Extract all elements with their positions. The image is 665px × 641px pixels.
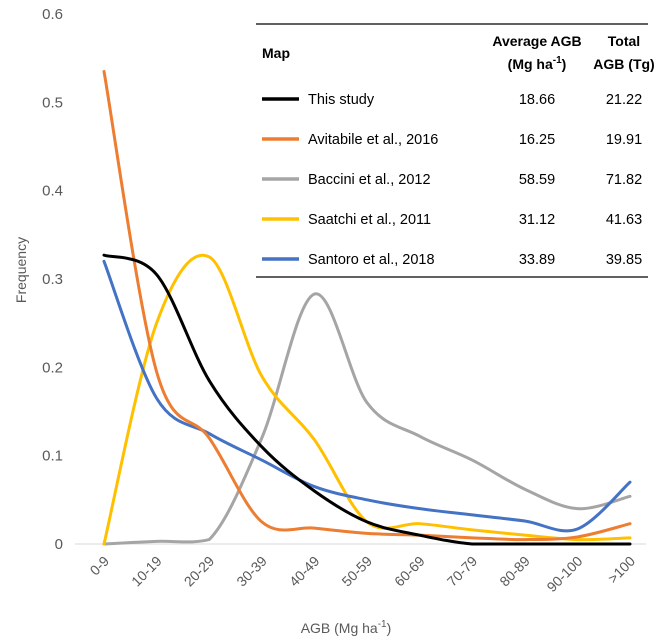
table-row-total: 21.22	[606, 92, 642, 108]
table-row-average: 58.59	[519, 172, 555, 188]
y-tick-label: 0.1	[42, 448, 63, 465]
y-axis-ticks: 0 0.1 0.2 0.3 0.4 0.5 0.6	[42, 6, 63, 553]
table-header-total: Total	[608, 33, 640, 49]
x-tick-label: 50-59	[338, 553, 375, 590]
y-tick-label: 0.3	[42, 271, 63, 288]
y-tick-label: 0.2	[42, 359, 63, 376]
table-header-total-unit: AGB (Tg)	[593, 56, 654, 72]
table-header-average-unit: (Mg ha-1)	[508, 55, 567, 72]
y-axis-title: Frequency	[13, 237, 29, 303]
table-row-total: 19.91	[606, 132, 642, 148]
table-row-label: Saatchi et al., 2011	[308, 212, 431, 228]
table-row-average: 33.89	[519, 252, 555, 268]
x-tick-label: 40-49	[286, 553, 323, 590]
table-row-average: 31.12	[519, 212, 555, 228]
table-header-average: Average AGB	[492, 33, 581, 49]
y-tick-label: 0.4	[42, 183, 63, 200]
table-row-total: 41.63	[606, 212, 642, 228]
x-axis-title: AGB (Mg ha-1)	[301, 619, 392, 636]
y-tick-label: 0.6	[42, 6, 63, 23]
table-row-average: 16.25	[519, 132, 555, 148]
series-lines	[102, 69, 632, 546]
x-tick-label: 10-19	[128, 553, 165, 590]
x-tick-label: 0-9	[86, 553, 112, 579]
x-tick-label: >100	[605, 553, 639, 587]
series-line-1	[102, 69, 632, 542]
table-row-total: 71.82	[606, 172, 642, 188]
x-tick-label: 20-29	[181, 553, 218, 590]
summary-table: Map Average AGB (Mg ha-1) Total AGB (Tg)…	[256, 23, 655, 278]
series-line-4	[102, 259, 632, 533]
series-line-0	[102, 253, 632, 546]
x-tick-label: 30-39	[233, 553, 270, 590]
series-line-2	[102, 292, 632, 546]
y-tick-label: 0.5	[42, 94, 63, 111]
table-row-label: Santoro et al., 2018	[308, 252, 435, 268]
table-row-label: This study	[308, 92, 375, 108]
table-row-label: Avitabile et al., 2016	[308, 132, 438, 148]
table-row-label: Baccini et al., 2012	[308, 172, 431, 188]
x-axis-ticks: 0-9 10-19 20-29 30-39 40-49 50-59 60-69 70-79 80…	[86, 553, 638, 595]
x-tick-label: 70-79	[444, 553, 481, 590]
x-tick-label: 60-69	[391, 553, 428, 590]
table-header-map: Map	[262, 45, 290, 61]
table-row-average: 18.66	[519, 92, 555, 108]
x-tick-label: 80-89	[496, 553, 533, 590]
y-tick-label: 0	[55, 536, 63, 553]
table-row-total: 39.85	[606, 252, 642, 268]
table-rows: This study 18.66 21.22 Avitabile et al., 20…	[262, 92, 642, 268]
x-tick-label: 90-100	[543, 553, 585, 595]
series-line-3	[102, 253, 632, 546]
